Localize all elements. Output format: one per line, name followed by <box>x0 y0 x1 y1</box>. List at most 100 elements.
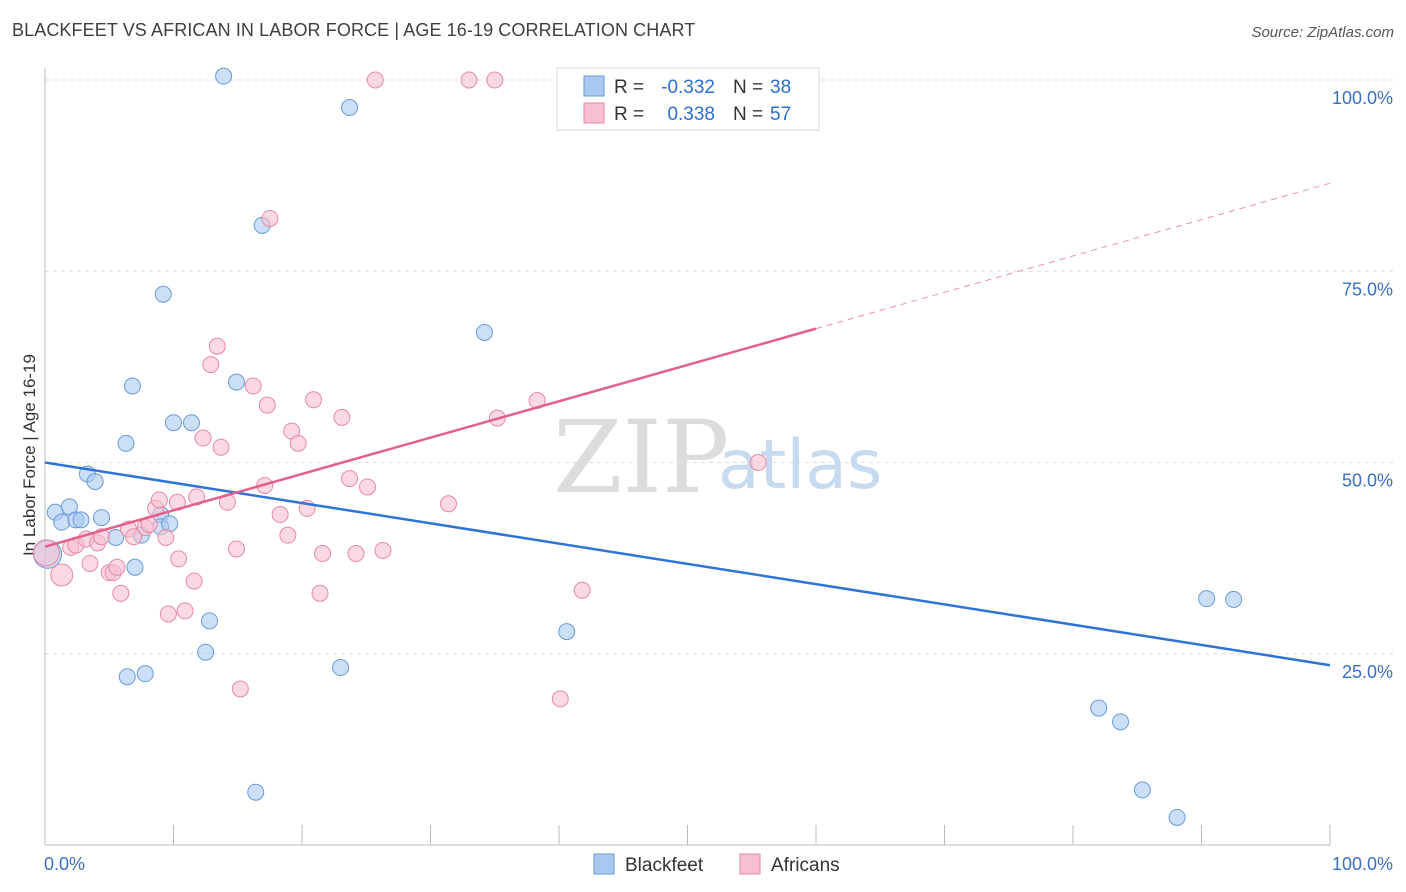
chart-title: BLACKFEET VS AFRICAN IN LABOR FORCE | AG… <box>12 20 696 40</box>
africans-point-22 <box>176 602 194 620</box>
africans-point-10 <box>108 558 126 576</box>
x-tick-label-min: 0.0% <box>44 854 85 874</box>
africans-point-13 <box>125 528 143 546</box>
series-legend: Blackfeet Africans <box>593 853 840 876</box>
blackfeet-point-37 <box>1198 590 1216 608</box>
legend-r-value-blackfeet: -0.332 <box>661 77 715 98</box>
africans-point-47 <box>359 478 377 496</box>
africans-point-11 <box>112 584 130 602</box>
blackfeet-point-30 <box>475 323 493 341</box>
africans-point-0 <box>32 539 60 567</box>
watermark: ZIP atlas <box>553 399 882 516</box>
africans-point-44 <box>333 408 351 426</box>
blackfeet-point-22 <box>197 643 215 661</box>
africans-point-17 <box>150 491 168 509</box>
africans-point-56 <box>573 581 591 599</box>
africans-point-39 <box>289 434 307 452</box>
africans-point-28 <box>212 438 230 456</box>
africans-point-25 <box>194 429 212 447</box>
y-tick-labels: 25.0% 50.0% 75.0% 100.0% <box>1332 88 1393 682</box>
blackfeet-point-23 <box>200 612 218 630</box>
blackfeet-point-36 <box>1168 808 1186 826</box>
legend-n-value-africans: 57 <box>770 104 791 125</box>
africans-trend-line <box>44 327 817 548</box>
y-tick-label-100: 100.0% <box>1332 88 1393 108</box>
series-legend-swatch-africans <box>739 853 761 875</box>
blackfeet-point-18 <box>154 285 172 303</box>
series-legend-label-blackfeet: Blackfeet <box>625 855 704 876</box>
legend-swatch-africans <box>583 102 605 124</box>
africans-point-55 <box>551 690 569 708</box>
blackfeet-point-13 <box>126 558 144 576</box>
blackfeet-point-11 <box>118 668 136 686</box>
legend-r-label-blackfeet: R = <box>614 77 644 98</box>
blackfeet-point-38 <box>1225 590 1243 608</box>
africans-point-57 <box>749 454 767 471</box>
africans-point-41 <box>305 391 323 409</box>
africans-point-46 <box>347 545 365 563</box>
africans-point-31 <box>231 680 249 698</box>
africans-point-45 <box>341 470 359 488</box>
africans-trend-line-extension <box>815 182 1331 330</box>
africans-point-21 <box>170 550 188 568</box>
blackfeet-point-2 <box>53 513 71 531</box>
blackfeet-point-31 <box>558 623 576 641</box>
stats-legend: R = -0.332 N = 38 R = 0.338 N = 57 <box>556 67 820 131</box>
source-label: Source: ZipAtlas.com <box>1251 24 1394 41</box>
blackfeet-point-35 <box>1133 781 1151 799</box>
legend-n-label-blackfeet: N = <box>733 77 763 98</box>
y-tick-label-25: 25.0% <box>1342 662 1393 682</box>
blackfeet-point-20 <box>165 414 182 432</box>
legend-swatch-blackfeet <box>583 75 605 97</box>
gridlines <box>45 79 1393 655</box>
series-africans <box>32 71 767 708</box>
blackfeet-point-24 <box>215 67 233 85</box>
watermark-atlas: atlas <box>718 426 882 505</box>
blackfeet-point-8 <box>93 509 111 527</box>
africans-point-5 <box>81 554 99 572</box>
legend-n-value-blackfeet: 38 <box>770 77 791 98</box>
africans-point-18 <box>157 528 175 546</box>
africans-point-26 <box>202 356 220 374</box>
series-legend-swatch-blackfeet <box>593 853 615 875</box>
africans-point-48 <box>366 71 384 89</box>
blackfeet-trend-line <box>44 461 1331 667</box>
africans-point-32 <box>244 377 262 395</box>
legend-r-value-africans: 0.338 <box>667 104 715 125</box>
blackfeet-point-10 <box>117 434 135 452</box>
y-tick-label-75: 75.0% <box>1342 279 1393 299</box>
africans-point-49 <box>374 541 392 559</box>
africans-point-30 <box>227 540 245 558</box>
africans-point-19 <box>159 605 177 623</box>
blackfeet-point-26 <box>247 783 265 801</box>
africans-point-37 <box>279 526 297 544</box>
blackfeet-point-34 <box>1112 713 1130 731</box>
y-tick-label-50: 50.0% <box>1342 471 1393 491</box>
africans-point-36 <box>271 506 289 524</box>
axes <box>44 68 1331 846</box>
legend-n-label-africans: N = <box>733 104 763 125</box>
x-tick-label-max: 100.0% <box>1332 854 1393 874</box>
africans-point-35 <box>261 209 279 227</box>
africans-point-23 <box>185 572 203 590</box>
data-points <box>32 67 1243 826</box>
africans-point-42 <box>311 584 329 602</box>
africans-point-1 <box>50 563 74 587</box>
blackfeet-point-33 <box>1090 699 1108 717</box>
africans-point-50 <box>439 495 457 513</box>
blackfeet-point-25 <box>227 373 245 391</box>
africans-point-51 <box>460 71 478 89</box>
blackfeet-point-12 <box>123 377 141 395</box>
series-legend-label-africans: Africans <box>771 855 840 876</box>
africans-point-27 <box>208 337 226 355</box>
blackfeet-point-28 <box>332 659 350 677</box>
blackfeet-point-7 <box>86 473 104 491</box>
blackfeet-point-21 <box>182 414 200 432</box>
legend-r-label-africans: R = <box>614 104 644 125</box>
blackfeet-point-5 <box>72 511 90 529</box>
africans-point-52 <box>486 71 504 89</box>
africans-point-34 <box>258 396 276 414</box>
africans-point-43 <box>314 545 332 563</box>
blackfeet-point-29 <box>341 99 359 117</box>
